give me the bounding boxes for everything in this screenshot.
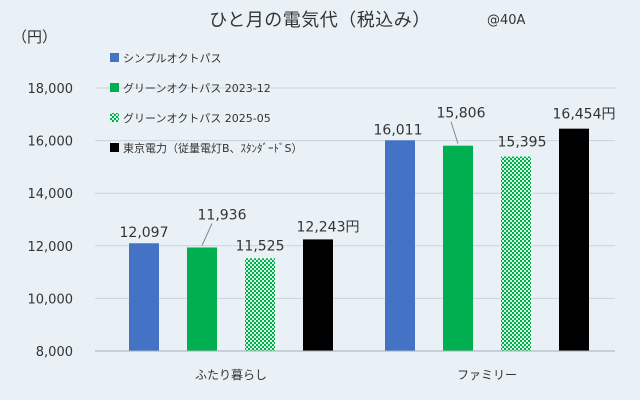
data-label: 15,806 — [437, 106, 486, 122]
data-label-leader-line — [450, 121, 459, 144]
category-label: ふたり暮らし — [195, 368, 267, 382]
y-tick-label: 14,000 — [28, 187, 74, 202]
y-tick-label: 18,000 — [28, 82, 74, 97]
data-label: 12,097 — [120, 225, 169, 241]
bar-1-1 — [129, 243, 159, 351]
data-label: 16,454円 — [553, 107, 616, 123]
y-tick-label: 12,000 — [28, 240, 74, 255]
bar-2-2 — [443, 145, 473, 351]
data-label: 12,243円 — [297, 219, 360, 235]
legend-swatch — [110, 143, 119, 152]
data-label: 15,395 — [498, 135, 547, 151]
legend-label: 東京電力（従量電灯B、ｽﾀﾝﾀﾞｰﾄﾞS） — [123, 141, 303, 155]
bar-2-4 — [559, 128, 589, 351]
data-label: 11,525 — [236, 238, 285, 254]
data-label: 16,011 — [374, 122, 423, 138]
legend-swatch — [110, 53, 119, 62]
legend-swatch — [110, 83, 119, 92]
y-axis-unit-label: （円） — [12, 28, 58, 46]
y-tick-label: 8,000 — [36, 345, 73, 360]
bar-2-3 — [501, 156, 531, 351]
bar-2-1 — [385, 140, 415, 351]
legend-label: シンプルオクトパス — [123, 52, 221, 65]
data-label-leader-line — [201, 223, 213, 246]
bar-1-3 — [245, 258, 275, 351]
legend-label: グリーンオクトパス 2025-05 — [123, 111, 271, 125]
y-tick-label: 10,000 — [28, 292, 74, 307]
bar-1-2 — [187, 247, 217, 351]
category-label: ファミリー — [457, 368, 517, 382]
legend-swatch — [110, 113, 119, 122]
legend-label: グリーンオクトパス 2023-12 — [123, 81, 271, 95]
chart-title: ひと月の電気代（税込み） — [209, 10, 431, 31]
data-label: 11,936 — [198, 207, 247, 223]
amperage-note: @40A — [487, 13, 526, 28]
bar-1-4 — [303, 239, 333, 351]
y-tick-label: 16,000 — [28, 135, 74, 150]
